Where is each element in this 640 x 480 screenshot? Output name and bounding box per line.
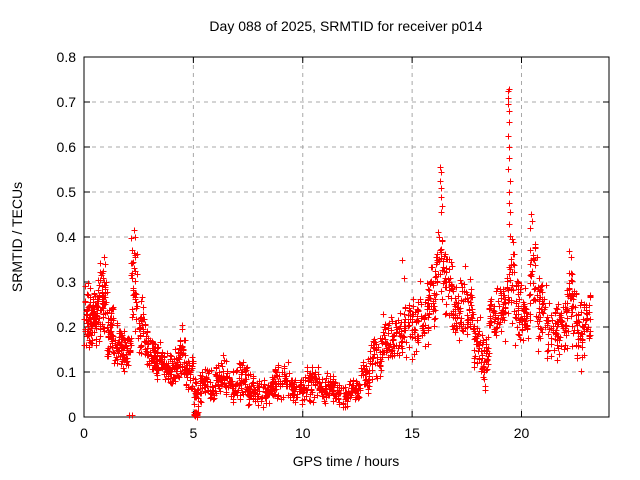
y-axis-label: SRMTID / TECUs <box>9 182 25 292</box>
x-axis-label: GPS time / hours <box>293 453 400 469</box>
y-tick-label-3: 0.3 <box>57 274 77 290</box>
y-tick-label-1: 0.1 <box>57 364 77 380</box>
x-tick-label-2: 10 <box>295 425 311 441</box>
axes-border <box>83 56 610 418</box>
x-tick-label-1: 5 <box>189 425 197 441</box>
y-tick-label-5: 0.5 <box>57 184 77 200</box>
y-tick-label-2: 0.2 <box>57 319 77 335</box>
x-tick-label-3: 15 <box>404 425 420 441</box>
y-tick-label-4: 0.4 <box>57 229 77 245</box>
x-tick-label-0: 0 <box>80 425 88 441</box>
tick-labels: 0 5 10 15 20 0 0.1 0.2 0.3 0.4 0.5 0.6 0.7 0.8 <box>57 49 530 441</box>
x-tick-label-4: 20 <box>514 425 530 441</box>
y-tick-label-6: 0.6 <box>57 139 77 155</box>
data-points <box>81 86 594 421</box>
y-tick-label-0: 0 <box>68 409 76 425</box>
chart-title: Day 088 of 2025, SRMTID for receiver p01… <box>209 18 482 34</box>
y-tick-label-7: 0.7 <box>57 94 77 110</box>
y-tick-label-8: 0.8 <box>57 49 77 65</box>
